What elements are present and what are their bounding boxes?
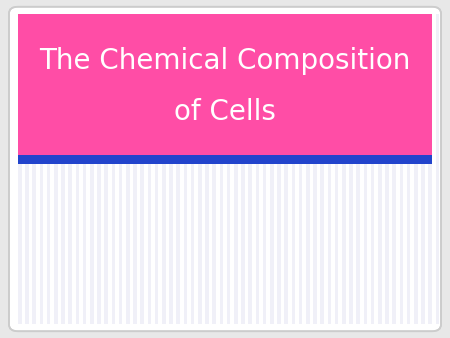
Bar — [320, 14, 324, 324]
Bar — [421, 14, 425, 324]
Bar — [191, 14, 194, 324]
Bar — [126, 14, 130, 324]
Bar — [335, 14, 338, 324]
Bar — [328, 14, 331, 324]
Bar — [270, 14, 274, 324]
Bar — [112, 14, 115, 324]
Bar — [205, 14, 209, 324]
Text: of Cells: of Cells — [174, 98, 276, 125]
Bar — [400, 14, 403, 324]
Bar — [356, 14, 360, 324]
Bar — [313, 14, 317, 324]
Bar — [61, 14, 65, 324]
Bar — [241, 14, 245, 324]
Bar — [76, 14, 79, 324]
Bar — [256, 14, 259, 324]
Bar — [133, 14, 137, 324]
Text: The Chemical Composition: The Chemical Composition — [39, 47, 411, 75]
Bar — [227, 14, 230, 324]
Bar — [212, 14, 216, 324]
Bar — [364, 14, 367, 324]
Bar — [342, 14, 346, 324]
Bar — [176, 14, 180, 324]
Bar — [25, 14, 29, 324]
Bar — [392, 14, 396, 324]
Bar — [306, 14, 310, 324]
Bar — [40, 14, 43, 324]
Bar — [234, 14, 238, 324]
Bar — [169, 14, 173, 324]
Bar — [97, 14, 101, 324]
Bar — [68, 14, 72, 324]
Bar — [220, 14, 223, 324]
Bar — [162, 14, 166, 324]
Bar — [263, 14, 266, 324]
Bar — [407, 14, 410, 324]
Bar — [18, 14, 432, 155]
Bar — [90, 14, 94, 324]
Bar — [284, 14, 288, 324]
Bar — [32, 14, 36, 324]
Bar — [292, 14, 295, 324]
Bar — [18, 155, 432, 164]
Bar — [104, 14, 108, 324]
FancyBboxPatch shape — [9, 7, 441, 331]
Bar — [155, 14, 158, 324]
Bar — [248, 14, 252, 324]
Bar — [385, 14, 389, 324]
Bar — [83, 14, 86, 324]
Bar — [148, 14, 151, 324]
Bar — [371, 14, 374, 324]
Bar — [54, 14, 58, 324]
Bar — [349, 14, 353, 324]
Bar — [428, 14, 432, 324]
Bar — [184, 14, 187, 324]
Bar — [18, 14, 22, 324]
Bar — [119, 14, 122, 324]
Bar — [414, 14, 418, 324]
Bar — [378, 14, 382, 324]
Bar — [140, 14, 144, 324]
Bar — [198, 14, 202, 324]
Bar — [436, 14, 439, 324]
Bar — [277, 14, 281, 324]
Bar — [299, 14, 302, 324]
Bar — [47, 14, 50, 324]
